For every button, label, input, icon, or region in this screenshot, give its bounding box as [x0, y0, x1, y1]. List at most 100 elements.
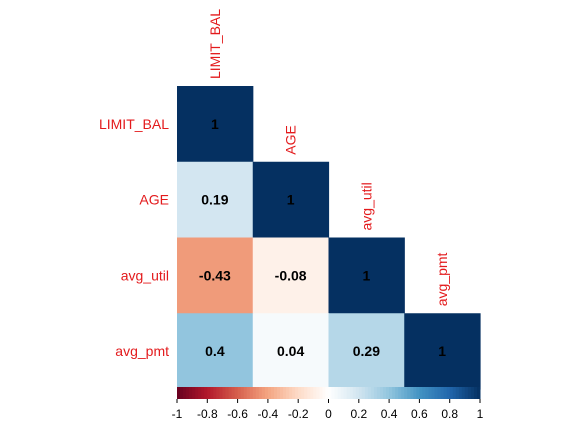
colorbar-segment: [422, 387, 426, 399]
colorbar-segment: [395, 387, 399, 399]
colorbar-segment: [192, 387, 196, 399]
colorbar-segment: [380, 387, 384, 399]
colorbar-tick-label: -0.6: [227, 407, 248, 421]
colorbar-segment: [386, 387, 390, 399]
colorbar-segment: [307, 387, 311, 399]
colorbar-segment: [264, 387, 269, 399]
colorbar-segment: [455, 387, 460, 399]
colorbar-segment: [189, 387, 193, 399]
colorbar-tick-label: 0.2: [350, 407, 367, 421]
colorbar-segment: [346, 387, 351, 399]
colorbar-segment: [337, 387, 342, 399]
colorbar-segment: [255, 387, 260, 399]
colorbar-segment: [270, 387, 275, 399]
colorbar-segment: [425, 387, 429, 399]
cell-value-limit-bal-limit-bal: 1: [211, 116, 219, 132]
colorbar-segment: [276, 387, 281, 399]
colorbar-segment: [273, 387, 278, 399]
column-label-limit-bal: LIMIT_BAL: [207, 9, 223, 79]
colorbar-segment: [434, 387, 439, 399]
colorbar-segment: [325, 387, 329, 399]
colorbar-tick-label: 1: [477, 407, 484, 421]
colorbar-segment: [355, 387, 360, 399]
colorbar-segment: [283, 387, 287, 399]
colorbar-tick-label: -0.2: [288, 407, 309, 421]
row-label-limit-bal: LIMIT_BAL: [99, 116, 169, 132]
cell-age-limit-bal: [177, 161, 254, 239]
cell-avg-pmt-age: [252, 313, 330, 390]
colorbar-segment: [437, 387, 442, 399]
colorbar-segment: [301, 387, 305, 399]
colorbar-segment: [252, 387, 257, 399]
colorbar-segment: [246, 387, 251, 399]
colorbar-segment: [286, 387, 290, 399]
colorbar-segment: [222, 387, 226, 399]
colorbar-segment: [328, 387, 333, 399]
cell-limit-bal-limit-bal: [177, 86, 254, 163]
colorbar-segment: [446, 387, 451, 399]
colorbar-segment: [183, 387, 187, 399]
colorbar-segment: [473, 387, 478, 399]
colorbar-tick-label: 0.8: [441, 407, 458, 421]
row-label-avg-util: avg_util: [121, 267, 169, 283]
colorbar-segment: [289, 387, 293, 399]
cell-value-avg-pmt-age: 0.04: [277, 343, 304, 359]
colorbar-segment: [313, 387, 317, 399]
cell-value-avg-pmt-avg-pmt: 1: [438, 343, 446, 359]
colorbar-segment: [476, 387, 481, 399]
column-label-avg-util: avg_util: [358, 182, 374, 230]
colorbar-segment: [292, 387, 296, 399]
colorbar-segment: [364, 387, 369, 399]
colorbar-segment: [213, 387, 217, 399]
cell-value-avg-util-avg-util: 1: [362, 267, 370, 283]
colorbar-segment: [198, 387, 202, 399]
colorbar-segment: [373, 387, 378, 399]
colorbar-segment: [389, 387, 393, 399]
colorbar-segment: [416, 387, 420, 399]
colorbar-segment: [352, 387, 357, 399]
colorbar-segment: [398, 387, 402, 399]
colorbar-segment: [392, 387, 396, 399]
colorbar-segment: [280, 387, 284, 399]
colorbar-segment: [410, 387, 414, 399]
cell-value-avg-util-age: -0.08: [275, 267, 307, 283]
colorbar-segment: [440, 387, 445, 399]
colorbar-segment: [413, 387, 417, 399]
cell-avg-util-avg-util: [328, 237, 405, 314]
colorbar-segment: [383, 387, 387, 399]
colorbar-segment: [358, 387, 363, 399]
colorbar-tick-label: -0.4: [258, 407, 279, 421]
cell-avg-util-age: [252, 237, 330, 314]
colorbar-tick-label: 0.6: [411, 407, 428, 421]
colorbar-segment: [228, 387, 233, 399]
colorbar-segment: [467, 387, 472, 399]
colorbar-tick-label: -0.8: [197, 407, 218, 421]
colorbar-segment: [319, 387, 323, 399]
colorbar-segment: [295, 387, 299, 399]
colorbar-segment: [237, 387, 242, 399]
colorbar-segment: [452, 387, 457, 399]
colorbar-segment: [249, 387, 254, 399]
cell-value-age-age: 1: [287, 192, 295, 208]
colorbar-segment: [186, 387, 190, 399]
colorbar-segment: [464, 387, 469, 399]
cell-value-avg-pmt-avg-util: 0.29: [353, 343, 380, 359]
colorbar-segment: [407, 387, 411, 399]
colorbar-segment: [243, 387, 248, 399]
colorbar-segment: [431, 387, 436, 399]
colorbar-segment: [428, 387, 433, 399]
colorbar-tick-label: 0.4: [381, 407, 398, 421]
colorbar-segment: [404, 387, 408, 399]
cell-avg-util-limit-bal: [177, 237, 254, 314]
colorbar-segment: [207, 387, 211, 399]
colorbar-segment: [376, 387, 381, 399]
colorbar-segment: [316, 387, 320, 399]
cell-age-age: [252, 161, 330, 239]
colorbar-segment: [340, 387, 345, 399]
colorbar-segment: [216, 387, 220, 399]
colorbar-segment: [304, 387, 308, 399]
colorbar-segment: [310, 387, 314, 399]
colorbar-segment: [349, 387, 354, 399]
colorbar-segment: [443, 387, 448, 399]
